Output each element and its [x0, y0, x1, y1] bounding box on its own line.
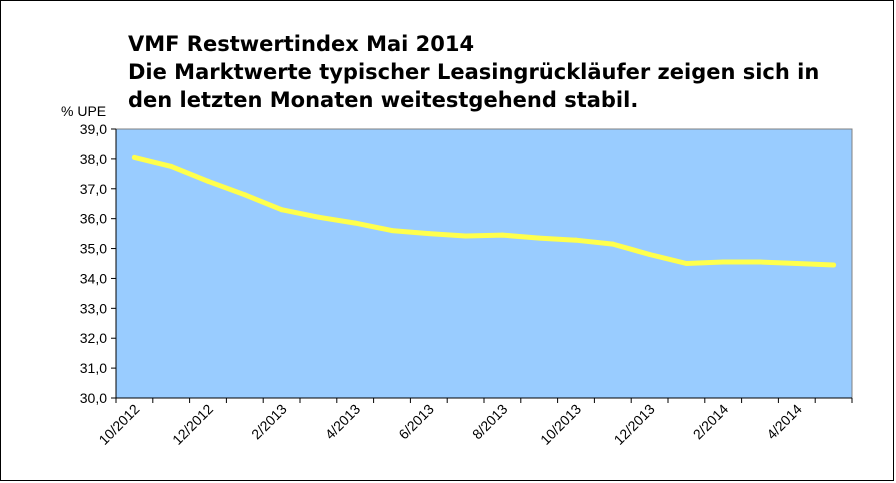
x-tick-label: 4/2014	[763, 401, 805, 443]
x-tick-label: 8/2013	[469, 401, 511, 443]
data-point	[647, 252, 653, 258]
data-point	[757, 259, 763, 265]
x-tick-label: 12/2013	[611, 401, 658, 448]
x-tick-label: 4/2013	[322, 401, 364, 443]
title-line-3: den letzten Monaten weitestgehend stabil…	[128, 88, 639, 112]
y-tick-label: 32,0	[80, 330, 107, 346]
data-point	[499, 232, 505, 238]
chart-title: VMF Restwertindex Mai 2014 Die Marktwert…	[128, 30, 819, 114]
x-tick-label: 6/2013	[395, 401, 437, 443]
data-point	[610, 241, 616, 247]
y-tick-label: 37,0	[80, 181, 107, 197]
data-point	[683, 261, 689, 266]
title-line-2: Die Marktwerte typischer Leasingrückläuf…	[128, 60, 820, 84]
x-tick-label: 10/2013	[537, 401, 584, 448]
y-axis: 30,0 31,0 32,0 33,0 34,0 35,0 36,0 37,0 38,0 39,0	[80, 121, 117, 406]
data-point	[573, 237, 579, 243]
data-point	[279, 207, 285, 213]
x-tick-label: 2/2014	[690, 401, 732, 443]
series-layer	[131, 154, 837, 268]
title-line-1: VMF Restwertindex Mai 2014	[128, 32, 475, 56]
y-tick-label: 36,0	[80, 211, 107, 227]
y-tick-label: 33,0	[80, 300, 107, 316]
y-tick-label: 30,0	[80, 390, 107, 406]
y-axis-label: % UPE	[61, 103, 106, 119]
data-point	[794, 261, 800, 266]
data-point	[389, 228, 395, 234]
x-axis: 10/2012 12/2012 2/2013 4/2013 6/2013 8/2013 10…	[95, 397, 853, 448]
data-point	[426, 231, 432, 237]
data-point	[720, 259, 726, 265]
data-point	[168, 163, 174, 169]
y-tick-label: 31,0	[80, 360, 107, 376]
x-tick-label: 12/2012	[169, 401, 216, 448]
data-point	[205, 178, 211, 184]
y-tick-label: 34,0	[80, 270, 107, 286]
x-tick-label: 10/2012	[95, 401, 142, 448]
data-point	[315, 214, 321, 220]
data-point	[536, 235, 542, 241]
data-point	[242, 192, 248, 198]
data-point	[463, 233, 469, 239]
y-tick-label: 39,0	[80, 121, 107, 137]
series-line	[131, 154, 837, 268]
y-tick-label: 38,0	[80, 151, 107, 167]
data-point	[831, 262, 837, 268]
data-point	[131, 154, 137, 160]
x-tick-label: 2/2013	[248, 401, 290, 443]
y-tick-label: 35,0	[80, 241, 107, 257]
data-point	[352, 220, 358, 226]
